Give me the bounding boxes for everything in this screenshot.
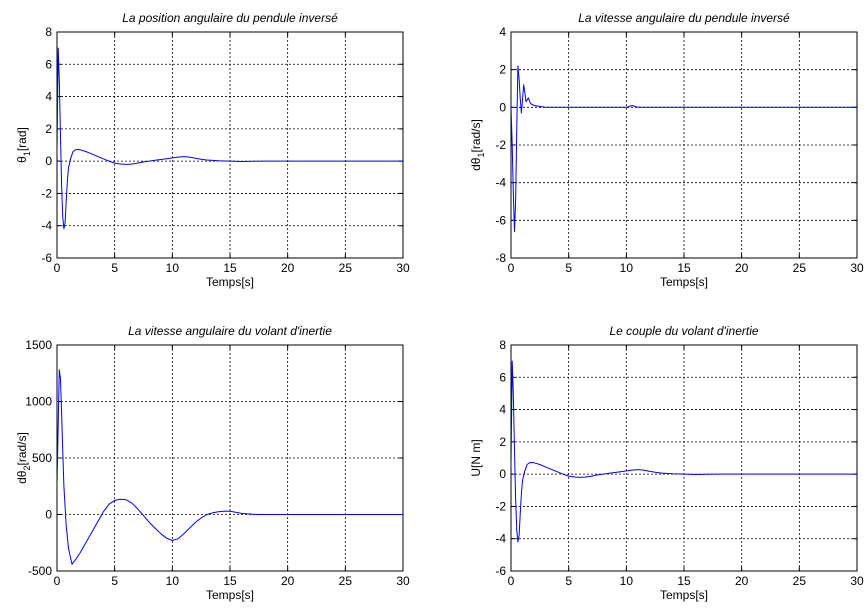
x-tick-label: 25 bbox=[793, 574, 807, 588]
y-tick-label: 4 bbox=[499, 25, 506, 39]
plot-title: La vitesse angulaire du pendule inversé bbox=[578, 11, 790, 25]
y-tick-label: 8 bbox=[499, 338, 506, 352]
y-tick-label: -6 bbox=[495, 564, 506, 578]
y-tick-label: 0 bbox=[45, 508, 52, 522]
series-line bbox=[57, 47, 403, 230]
plot-title: La position angulaire du pendule inversé bbox=[122, 11, 338, 25]
y-tick-label: 2 bbox=[499, 435, 506, 449]
y-tick-label: -6 bbox=[41, 251, 52, 265]
series-line bbox=[511, 360, 857, 543]
x-tick-label: 10 bbox=[620, 574, 634, 588]
y-tick-label: -4 bbox=[495, 176, 506, 190]
y-tick-label: 6 bbox=[499, 370, 506, 384]
x-tick-label: 10 bbox=[620, 261, 634, 275]
y-tick-label: -2 bbox=[495, 499, 506, 513]
y-tick-label: -8 bbox=[495, 251, 506, 265]
x-tick-label: 0 bbox=[54, 574, 61, 588]
plot-title: La vitesse angulaire du volant d'inertie bbox=[128, 324, 332, 338]
x-tick-label: 5 bbox=[565, 574, 572, 588]
x-tick-label: 25 bbox=[339, 574, 353, 588]
x-tick-label: 0 bbox=[508, 574, 515, 588]
y-tick-label: -4 bbox=[495, 532, 506, 546]
x-tick-label: 20 bbox=[735, 261, 749, 275]
panel-wheel-torque: 0 5 10 15 20 25 30 -6 -4 -2 0 2 4 6 8 Le couple du vola… bbox=[469, 324, 864, 602]
y-tick-label: 0 bbox=[499, 100, 506, 114]
y-tick-label: -2 bbox=[41, 186, 52, 200]
x-tick-label: 20 bbox=[281, 574, 295, 588]
x-tick-label: 0 bbox=[508, 261, 515, 275]
x-tick-label: 30 bbox=[850, 261, 864, 275]
y-axis-label: θ1[rad] bbox=[15, 127, 32, 163]
x-tick-label: 20 bbox=[735, 574, 749, 588]
y-tick-label: -4 bbox=[41, 219, 52, 233]
series-line bbox=[511, 65, 857, 233]
x-tick-label: 30 bbox=[396, 261, 410, 275]
x-axis-label: Temps[s] bbox=[206, 275, 254, 289]
x-tick-label: 30 bbox=[396, 574, 410, 588]
x-tick-label: 25 bbox=[793, 261, 807, 275]
x-axis-label: Temps[s] bbox=[660, 275, 708, 289]
x-axis-label: Temps[s] bbox=[660, 588, 708, 602]
y-tick-label: 0 bbox=[499, 467, 506, 481]
x-tick-label: 30 bbox=[850, 574, 864, 588]
series-line bbox=[57, 369, 403, 565]
y-axis-label: dθ1[rad/s] bbox=[469, 119, 486, 171]
y-tick-label: 1500 bbox=[25, 338, 52, 352]
y-tick-label: 2 bbox=[499, 63, 506, 77]
x-tick-label: 15 bbox=[677, 574, 691, 588]
x-tick-label: 5 bbox=[111, 574, 118, 588]
panel-angular-position: 0 5 10 15 20 25 30 -6 -4 -2 0 2 4 6 8 La position angul… bbox=[15, 11, 410, 289]
y-tick-label: -6 bbox=[495, 213, 506, 227]
x-tick-label: 10 bbox=[166, 261, 180, 275]
x-tick-label: 5 bbox=[111, 261, 118, 275]
y-tick-label: -2 bbox=[495, 138, 506, 152]
x-axis-label: Temps[s] bbox=[206, 588, 254, 602]
x-tick-label: 25 bbox=[339, 261, 353, 275]
y-tick-label: 0 bbox=[45, 154, 52, 168]
y-tick-label: -500 bbox=[28, 564, 52, 578]
x-tick-label: 5 bbox=[565, 261, 572, 275]
y-tick-label: 4 bbox=[499, 403, 506, 417]
x-tick-label: 15 bbox=[677, 261, 691, 275]
y-axis-label: U[N m] bbox=[469, 439, 483, 476]
x-tick-label: 15 bbox=[223, 574, 237, 588]
y-tick-label: 1000 bbox=[25, 395, 52, 409]
y-tick-label: 8 bbox=[45, 25, 52, 39]
x-tick-label: 0 bbox=[54, 261, 61, 275]
y-tick-label: 2 bbox=[45, 122, 52, 136]
y-tick-label: 4 bbox=[45, 90, 52, 104]
y-tick-label: 500 bbox=[32, 451, 52, 465]
x-tick-label: 15 bbox=[223, 261, 237, 275]
x-tick-label: 20 bbox=[281, 261, 295, 275]
y-tick-label: 6 bbox=[45, 57, 52, 71]
y-axis-label: dθ2[rad/s] bbox=[15, 432, 32, 484]
panel-angular-velocity-pendulum: 0 5 10 15 20 25 30 -8 -6 -4 -2 0 2 4 La vitesse angula… bbox=[469, 11, 864, 289]
x-tick-label: 10 bbox=[166, 574, 180, 588]
plot-title: Le couple du volant d'inertie bbox=[609, 324, 758, 338]
